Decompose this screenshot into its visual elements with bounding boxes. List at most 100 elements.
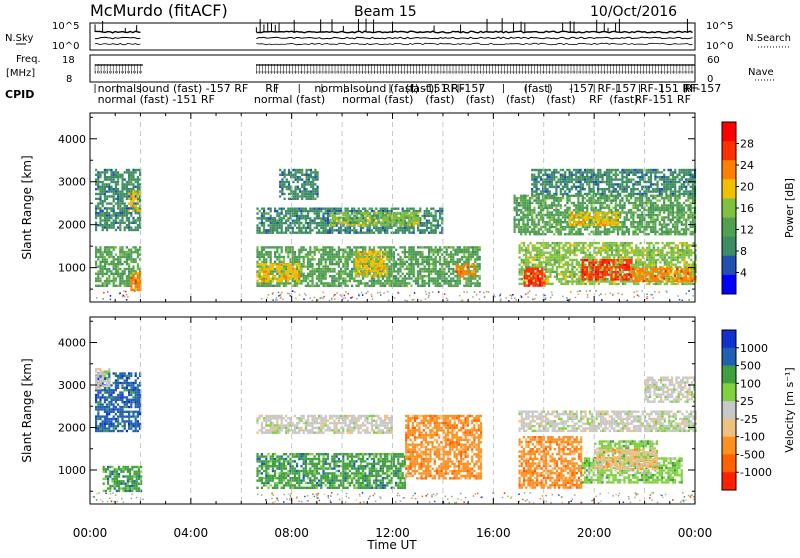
echo-cell	[539, 284, 541, 286]
echo-cell	[256, 253, 258, 255]
echo-cell	[415, 261, 417, 263]
echo-cell	[117, 171, 119, 173]
echo-cell	[295, 171, 297, 173]
echo-cell	[675, 264, 677, 266]
echo-cell	[675, 244, 677, 246]
echo-cell	[310, 190, 312, 192]
echo-cell	[124, 268, 126, 270]
echo-cell	[525, 252, 527, 254]
echo-cell	[349, 277, 351, 279]
echo-cell	[342, 249, 344, 251]
echo-cell	[306, 190, 308, 192]
echo-cell	[307, 263, 309, 265]
echo-cell	[308, 178, 310, 180]
echo-cell	[393, 232, 395, 234]
echo-cell	[541, 249, 543, 251]
echo-cell	[375, 263, 377, 265]
echo-cell	[520, 197, 522, 199]
echo-cell	[104, 258, 106, 260]
echo-cell	[644, 264, 646, 266]
echo-cell	[265, 280, 267, 282]
echo-cell	[650, 268, 652, 270]
echo-cell	[467, 273, 469, 275]
echo-cell	[331, 249, 333, 251]
echo-cell	[424, 222, 426, 224]
echo-cell	[547, 268, 549, 270]
echo-cell	[552, 268, 554, 270]
echo-cell	[298, 263, 300, 265]
echo-cell	[516, 207, 518, 209]
echo-cell	[532, 244, 534, 246]
echo-cell	[601, 271, 603, 273]
echo-cell	[357, 253, 359, 255]
echo-cell	[426, 270, 428, 272]
echo-cell	[102, 282, 104, 284]
echo-cell	[419, 232, 421, 234]
echo-cell	[432, 280, 434, 282]
echo-cell	[119, 256, 121, 258]
echo-cell	[115, 171, 117, 173]
echo-cell	[639, 268, 641, 270]
echo-cell	[115, 181, 117, 183]
echo-cell	[104, 273, 106, 275]
echo-cell	[670, 283, 672, 285]
echo-cell	[569, 244, 571, 246]
echo-cell	[395, 249, 397, 251]
echo-cell	[397, 270, 399, 272]
echo-cell	[541, 256, 543, 258]
echo-cell	[296, 271, 298, 273]
echo-cell	[532, 268, 534, 270]
echo-cell	[585, 252, 587, 254]
echo-cell	[119, 258, 121, 260]
echo-cell	[522, 226, 524, 228]
echo-cell	[108, 202, 110, 204]
echo-cell	[322, 273, 324, 275]
echo-cell	[265, 217, 267, 219]
echo-cell	[351, 249, 353, 251]
echo-cell	[580, 252, 582, 254]
echo-cell	[113, 265, 115, 267]
echo-cell	[300, 249, 302, 251]
echo-cell	[124, 183, 126, 185]
echo-cell	[354, 217, 356, 219]
echo-cell	[689, 270, 691, 272]
echo-cell	[318, 232, 320, 234]
echo-cell	[658, 272, 660, 274]
echo-cell	[139, 253, 141, 255]
echo-cell	[622, 271, 624, 273]
echo-cell	[402, 217, 404, 219]
echo-cell	[270, 280, 272, 282]
echo-cell	[584, 269, 586, 271]
echo-cell	[413, 265, 415, 267]
echo-cell	[630, 273, 632, 275]
echo-cell	[585, 247, 587, 249]
echo-cell	[549, 276, 551, 278]
echo-cell	[448, 285, 450, 287]
echo-cell	[393, 277, 395, 279]
echo-cell	[298, 229, 300, 231]
echo-cell	[108, 277, 110, 279]
echo-cell	[569, 247, 571, 249]
echo-cell	[287, 273, 289, 275]
echo-cell	[587, 256, 589, 258]
echo-cell	[320, 282, 322, 284]
echo-cell	[299, 176, 301, 178]
echo-cell	[521, 268, 523, 270]
echo-cell	[686, 242, 688, 244]
echo-cell	[448, 263, 450, 265]
echo-cell	[417, 280, 419, 282]
echo-cell	[402, 277, 404, 279]
echo-cell	[457, 280, 459, 282]
echo-cell	[673, 256, 675, 258]
echo-cell	[519, 244, 521, 246]
echo-cell	[303, 265, 305, 267]
echo-cell	[397, 277, 399, 279]
echo-cell	[126, 190, 128, 192]
echo-cell	[521, 259, 523, 261]
echo-cell	[132, 210, 134, 212]
echo-cell	[126, 217, 128, 219]
echo-cell	[338, 270, 340, 272]
echo-cell	[656, 268, 658, 270]
echo-cell	[560, 242, 562, 244]
